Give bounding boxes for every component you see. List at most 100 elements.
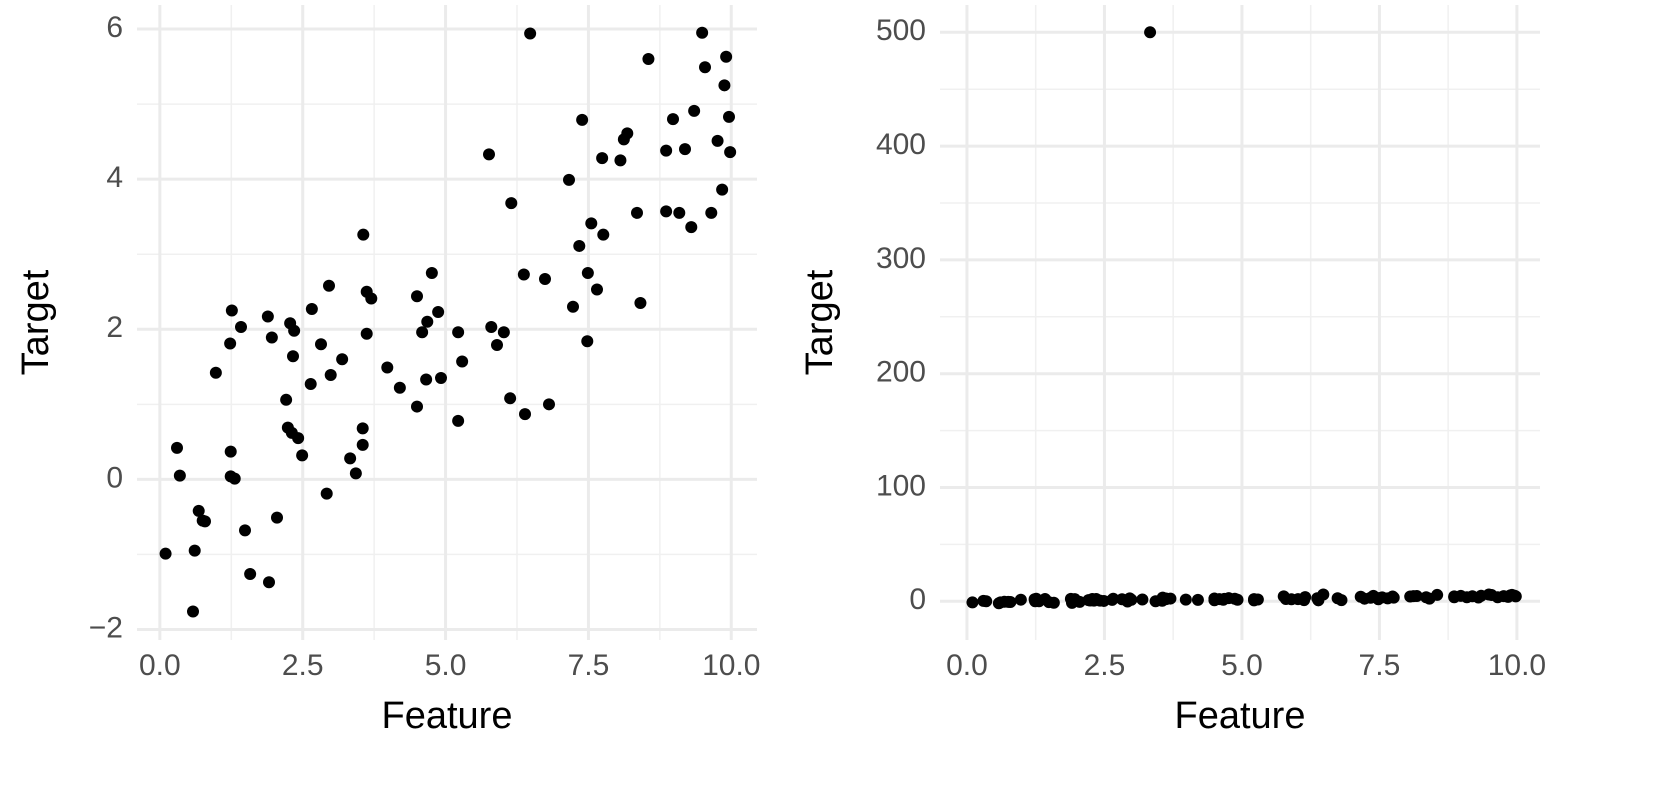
- point: [667, 113, 679, 126]
- y-axis-title: Target: [15, 269, 57, 375]
- point: [356, 438, 369, 451]
- point: [591, 283, 603, 296]
- point: [631, 206, 643, 219]
- point: [1107, 592, 1120, 605]
- point: [1136, 593, 1149, 606]
- point: [171, 441, 183, 454]
- point: [280, 393, 293, 406]
- point: [1335, 594, 1348, 607]
- point: [416, 326, 429, 339]
- point: [1179, 593, 1192, 606]
- y-tick-label: 0: [909, 583, 926, 616]
- point: [365, 292, 378, 305]
- point: [581, 266, 594, 279]
- x-tick-label: 10.0: [1488, 649, 1546, 682]
- point: [1317, 588, 1330, 601]
- point: [244, 567, 257, 580]
- point: [411, 290, 423, 303]
- point: [323, 279, 335, 292]
- y-tick-label: 0: [106, 461, 123, 494]
- point: [187, 605, 199, 618]
- point: [265, 331, 278, 344]
- point: [288, 324, 301, 337]
- point: [543, 398, 555, 411]
- y-axis-title: Target: [799, 269, 841, 375]
- point: [356, 422, 369, 435]
- point: [411, 400, 423, 413]
- point: [315, 338, 327, 351]
- point: [505, 197, 518, 210]
- point: [1191, 593, 1204, 606]
- point: [517, 268, 530, 281]
- x-tick-label: 2.5: [1084, 649, 1126, 682]
- point: [357, 228, 370, 241]
- point: [452, 326, 465, 339]
- point: [1144, 26, 1157, 39]
- x-tick-label: 7.5: [568, 649, 610, 682]
- point: [261, 310, 274, 323]
- point: [435, 372, 447, 385]
- point: [519, 408, 531, 421]
- point: [585, 217, 598, 230]
- point: [235, 321, 247, 334]
- x-tick-label: 0.0: [139, 649, 181, 682]
- point: [296, 449, 309, 462]
- y-tick-label: −2: [89, 611, 123, 644]
- point: [642, 53, 655, 66]
- point: [292, 432, 305, 445]
- point: [699, 61, 711, 74]
- point: [1387, 591, 1400, 604]
- point: [596, 152, 609, 165]
- y-tick-label: 300: [876, 242, 926, 275]
- point: [1014, 593, 1027, 606]
- point: [660, 144, 673, 157]
- point: [349, 467, 362, 480]
- y-tick-label: 400: [876, 128, 926, 161]
- point: [287, 350, 299, 363]
- point: [716, 183, 729, 196]
- point: [209, 366, 222, 379]
- y-tick-label: 6: [106, 11, 123, 44]
- point: [305, 302, 318, 315]
- point: [634, 296, 647, 309]
- point: [581, 335, 594, 348]
- point: [1431, 588, 1444, 601]
- point: [420, 373, 433, 386]
- point: [159, 547, 172, 560]
- point: [1299, 591, 1312, 604]
- point: [491, 339, 503, 352]
- x-tick-label: 5.0: [425, 649, 467, 682]
- point: [173, 469, 186, 482]
- point: [225, 304, 238, 317]
- point: [567, 300, 579, 313]
- point: [597, 228, 610, 241]
- point: [192, 504, 205, 517]
- point: [497, 326, 510, 339]
- point: [1410, 590, 1423, 603]
- point: [304, 378, 317, 391]
- point: [705, 206, 718, 219]
- point: [718, 79, 731, 92]
- point: [1251, 593, 1264, 606]
- point: [324, 369, 337, 382]
- point: [485, 321, 498, 334]
- point: [393, 381, 406, 394]
- point: [239, 524, 251, 537]
- point: [724, 146, 737, 159]
- point: [524, 27, 537, 40]
- point: [723, 110, 735, 123]
- point: [199, 515, 211, 528]
- point: [432, 305, 445, 318]
- point: [539, 272, 551, 285]
- point: [563, 173, 575, 186]
- point: [452, 414, 465, 427]
- point: [344, 452, 357, 465]
- point: [381, 361, 394, 374]
- point: [1164, 592, 1177, 605]
- x-tick-label: 2.5: [282, 649, 324, 682]
- point: [1047, 596, 1060, 609]
- point: [980, 595, 993, 608]
- point: [224, 337, 237, 350]
- point: [425, 266, 438, 279]
